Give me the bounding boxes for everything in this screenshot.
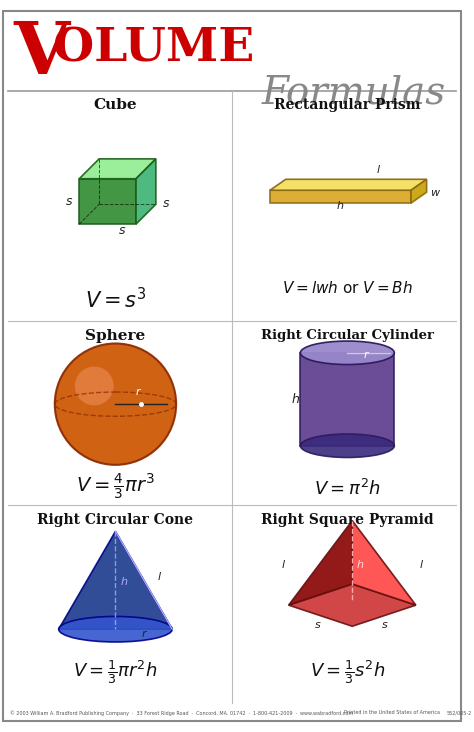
Text: $h$: $h$ (337, 198, 345, 211)
Text: Sphere: Sphere (85, 329, 146, 343)
Text: $s$: $s$ (314, 621, 322, 630)
Polygon shape (79, 179, 136, 224)
Text: $V = \pi^2 h$: $V = \pi^2 h$ (314, 479, 381, 498)
Text: $s$: $s$ (162, 197, 170, 210)
Polygon shape (79, 159, 156, 179)
Polygon shape (289, 520, 352, 605)
Text: $V = \frac{1}{3}s^2 h$: $V = \frac{1}{3}s^2 h$ (310, 659, 385, 687)
Text: Right Circular Cone: Right Circular Cone (37, 513, 193, 527)
Polygon shape (270, 190, 411, 203)
Text: $V = s^3$: $V = s^3$ (84, 287, 146, 312)
Text: $V = \frac{4}{3}\pi r^3$: $V = \frac{4}{3}\pi r^3$ (76, 471, 155, 501)
Polygon shape (136, 159, 156, 224)
Text: Right Square Pyramid: Right Square Pyramid (261, 513, 434, 527)
Text: Formulas: Formulas (262, 75, 446, 111)
Ellipse shape (301, 341, 394, 365)
Text: $r$: $r$ (363, 348, 370, 359)
Text: $l$: $l$ (419, 559, 424, 570)
Text: Cube: Cube (94, 98, 137, 112)
Circle shape (75, 367, 114, 406)
Text: $V = \frac{1}{3}\pi r^2 h$: $V = \frac{1}{3}\pi r^2 h$ (73, 659, 158, 687)
Polygon shape (352, 520, 416, 605)
Text: $w$: $w$ (430, 187, 441, 198)
Polygon shape (411, 179, 427, 203)
Ellipse shape (59, 616, 172, 642)
Text: $r$: $r$ (135, 386, 142, 397)
Text: Rectangular Prism: Rectangular Prism (274, 98, 420, 112)
Text: $h$: $h$ (356, 559, 365, 570)
Text: © 2003 William A. Bradford Publishing Company  ·  33 Forest Ridge Road  ·  Conco: © 2003 William A. Bradford Publishing Co… (10, 711, 353, 716)
Polygon shape (289, 584, 416, 627)
Text: 552/005-2: 552/005-2 (446, 711, 472, 715)
Text: $h$: $h$ (291, 392, 300, 406)
Polygon shape (59, 531, 172, 630)
Text: $l$: $l$ (157, 570, 163, 582)
Text: $h$: $h$ (120, 575, 128, 587)
Text: $s$: $s$ (65, 195, 73, 208)
Text: $s$: $s$ (381, 621, 388, 630)
Circle shape (55, 343, 176, 465)
Text: $l$: $l$ (281, 559, 286, 570)
Text: Printed in the United States of America: Printed in the United States of America (345, 711, 440, 715)
Text: $V = lwh$ or $V = Bh$: $V = lwh$ or $V = Bh$ (282, 280, 413, 296)
Polygon shape (270, 179, 427, 190)
Polygon shape (301, 353, 394, 446)
Text: V: V (14, 18, 70, 89)
Ellipse shape (301, 434, 394, 458)
Text: OLUME: OLUME (53, 26, 254, 72)
Text: $s$: $s$ (118, 224, 126, 237)
Text: Right Circular Cylinder: Right Circular Cylinder (261, 329, 434, 342)
Text: $r$: $r$ (141, 628, 148, 639)
Text: $l$: $l$ (376, 163, 381, 175)
